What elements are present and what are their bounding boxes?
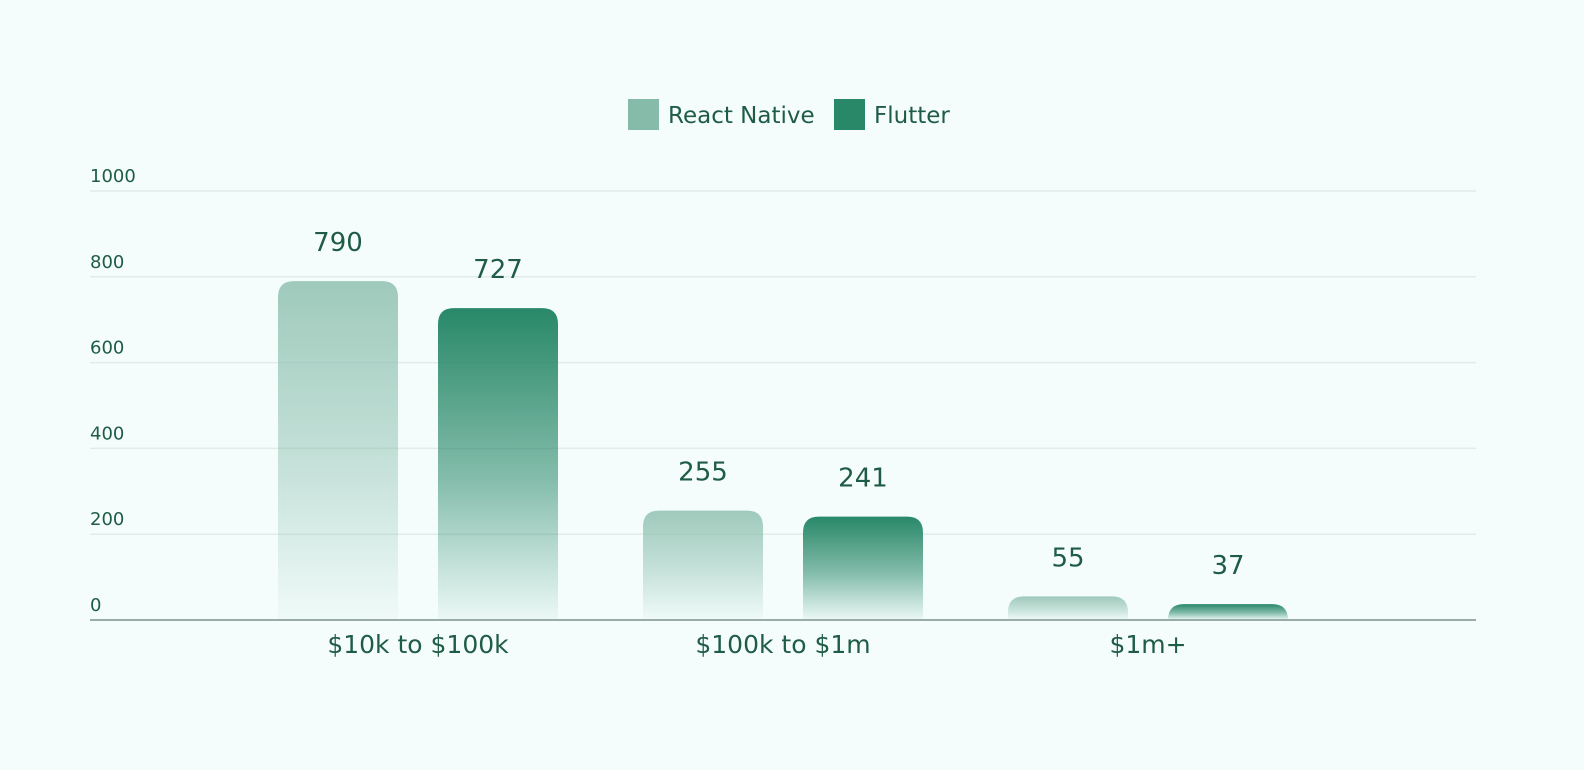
y-tick-label: 0 xyxy=(90,595,101,616)
bar-flutter xyxy=(803,516,923,620)
y-tick-label: 400 xyxy=(90,423,124,444)
y-tick-label: 600 xyxy=(90,338,124,359)
y-axis-ticks: 0 200 400 600 800 1000 xyxy=(90,166,136,616)
bar-flutter xyxy=(1168,604,1288,620)
bar-value-label: 255 xyxy=(678,458,728,488)
x-axis: $10k to $100k $100k to $1m $1m+ xyxy=(90,619,1476,659)
x-category-label: $100k to $1m xyxy=(695,630,870,659)
bar-value-label: 790 xyxy=(313,228,363,258)
bar-flutter xyxy=(438,308,558,620)
y-tick-label: 200 xyxy=(90,509,124,530)
y-tick-label: 800 xyxy=(90,252,124,273)
bar-react-native xyxy=(1008,596,1128,620)
bar-value-label: 727 xyxy=(473,255,523,285)
legend: React Native Flutter xyxy=(628,99,950,130)
legend-label: Flutter xyxy=(874,103,950,129)
x-category-label: $10k to $100k xyxy=(327,630,509,659)
bar-value-label: 37 xyxy=(1211,551,1244,581)
x-category-label: $1m+ xyxy=(1109,630,1186,659)
bar-value-label: 55 xyxy=(1051,543,1084,573)
legend-label: React Native xyxy=(668,103,815,129)
legend-swatch xyxy=(834,99,865,130)
bar-react-native xyxy=(278,281,398,620)
y-tick-label: 1000 xyxy=(90,166,136,187)
legend-swatch xyxy=(628,99,659,130)
bars xyxy=(278,281,1288,620)
bar-react-native xyxy=(643,510,763,620)
value-labels: 790 727 255 241 55 37 xyxy=(313,228,1244,581)
bar-value-label: 241 xyxy=(838,464,888,494)
